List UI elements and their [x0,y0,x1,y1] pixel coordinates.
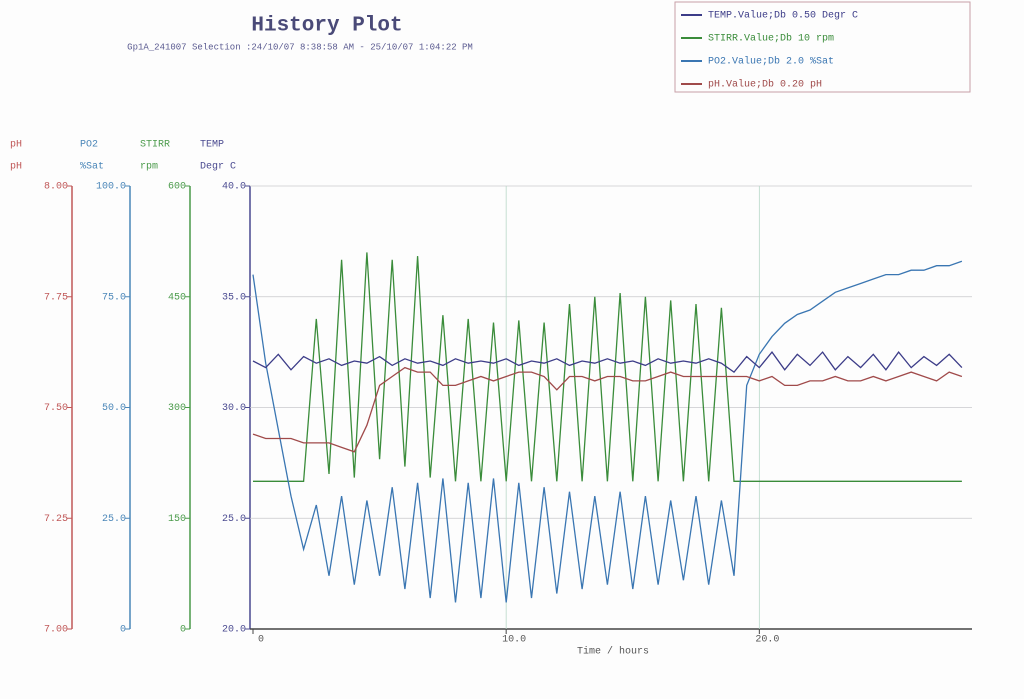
series-line [253,252,962,482]
y-tick-label: 300 [168,403,186,414]
y-tick-label: 50.0 [102,403,126,414]
y-tick-label: 30.0 [222,403,246,414]
series-line [252,260,963,603]
legend-label: STIRR.Value;Db 10 rpm [708,33,834,45]
y-tick-label: 35.0 [222,292,246,303]
axis-header: STIRR [140,140,170,151]
legend-box [674,1,971,93]
y-tick-label: 7.25 [44,514,68,525]
axis-unit: rpm [140,162,158,173]
x-axis-label: Time / hours [577,646,649,658]
x-tick-label: 20.0 [755,635,779,646]
y-tick-label: 150 [168,514,186,525]
axis-unit: Degr C [200,162,236,173]
chart-subtitle: Gp1A_241007 Selection :24/10/07 8:38:58 … [127,42,473,52]
y-tick-label: 25.0 [102,514,126,525]
y-tick-label: 450 [168,292,186,303]
y-tick-label: 40.0 [222,182,246,193]
legend-label: PO2.Value;Db 2.0 %Sat [708,56,834,68]
y-tick-label: 75.0 [102,292,126,303]
legend-label: pH.Value;Db 0.20 pH [708,79,822,91]
y-tick-label: 100.0 [96,182,126,193]
y-tick-label: 7.50 [44,403,68,414]
axis-unit: %Sat [80,162,104,173]
legend-label: TEMP.Value;Db 0.50 Degr C [708,10,858,22]
y-tick-label: 20.0 [222,625,246,636]
axis-header: pH [10,140,22,151]
y-tick-label: 7.00 [44,625,68,636]
axis-unit: pH [10,162,22,173]
x-tick-label: 0 [258,635,264,646]
series-line [252,351,963,373]
y-tick-label: 0 [120,625,126,636]
axis-header: PO2 [80,140,98,151]
axis-header: TEMP [200,140,224,151]
chart-title: History Plot [251,15,402,38]
y-tick-label: 8.00 [44,182,68,193]
y-tick-label: 7.75 [44,292,68,303]
y-tick-label: 25.0 [222,514,246,525]
x-tick-label: 10.0 [502,635,526,646]
y-tick-label: 600 [168,182,186,193]
y-tick-label: 0 [180,625,186,636]
series-line [252,366,963,453]
